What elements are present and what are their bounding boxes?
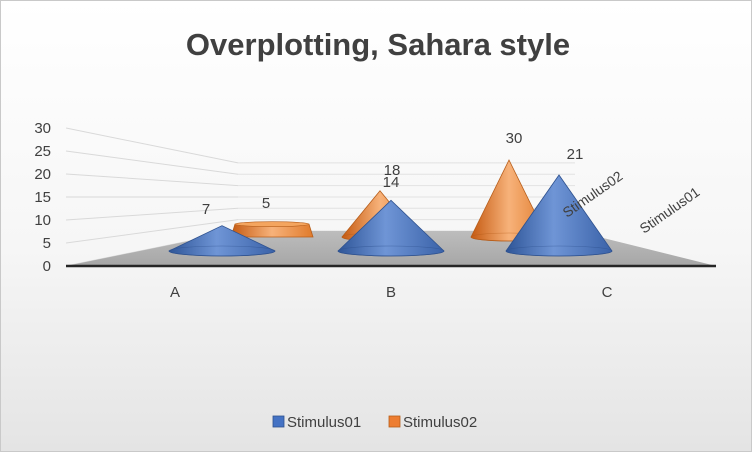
y-tick-label: 25: [34, 143, 51, 160]
gridline: [66, 151, 238, 174]
stimulus02-value-label: 5: [262, 195, 270, 212]
x-axis: A B C: [170, 284, 613, 301]
stimulus02-cone: [231, 222, 313, 237]
gridline: [66, 174, 238, 186]
legend-swatch: [273, 416, 284, 427]
stimulus02-cone-top: [235, 222, 309, 227]
y-axis: 0 5 10 15 20 25 30: [34, 120, 51, 275]
stimulus02-value-label: 30: [506, 130, 523, 147]
legend-item: Stimulus02: [389, 414, 477, 431]
y-tick-label: 5: [43, 235, 51, 252]
legend-label: Stimulus01: [287, 414, 361, 431]
x-tick-label: C: [602, 284, 613, 301]
legend-item: Stimulus01: [273, 414, 361, 431]
legend: Stimulus01 Stimulus02: [273, 414, 477, 431]
legend-swatch: [389, 416, 400, 427]
gridline: [66, 128, 238, 163]
y-tick-label: 30: [34, 120, 51, 137]
stimulus01-value-label: 7: [202, 201, 210, 218]
x-tick-label: B: [386, 284, 396, 301]
gridline: [66, 208, 238, 220]
stimulus01-value-label: 21: [567, 146, 584, 163]
y-tick-label: 15: [34, 189, 51, 206]
stimulus02-value-label: 18: [384, 162, 401, 179]
y-tick-label: 0: [43, 258, 51, 275]
legend-label: Stimulus02: [403, 414, 477, 431]
depth-axis-label: Stimulus01: [637, 184, 703, 237]
chart-title: Overplotting, Sahara style: [186, 27, 570, 62]
y-tick-label: 20: [34, 166, 51, 183]
x-tick-label: A: [170, 284, 180, 301]
y-tick-label: 10: [34, 212, 51, 229]
